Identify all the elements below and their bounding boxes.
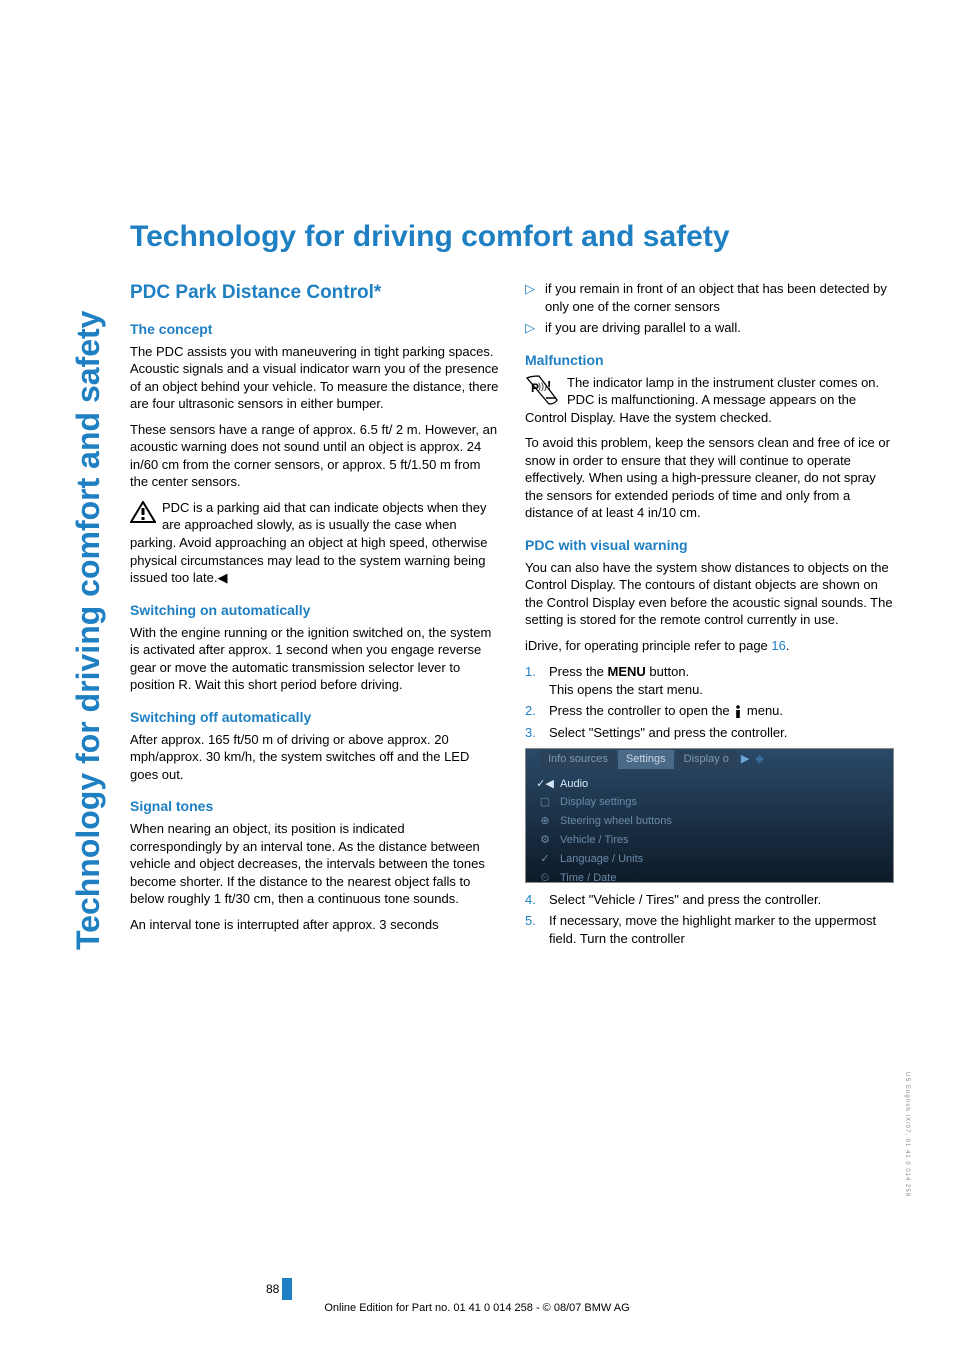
subheading-concept: The concept bbox=[130, 320, 499, 339]
step-item: 2. Press the controller to open the menu… bbox=[525, 702, 894, 720]
left-column: PDC Park Distance Control* The concept T… bbox=[130, 280, 499, 951]
body-text: With the engine running or the ignition … bbox=[130, 624, 499, 694]
step-text: Press the controller to open the menu. bbox=[549, 702, 783, 720]
body-text: After approx. 165 ft/50 m of driving or … bbox=[130, 731, 499, 784]
step-text: Select "Settings" and press the controll… bbox=[549, 724, 787, 742]
menu-row: ▢Display settings bbox=[536, 793, 893, 812]
menu-row: ⊕Steering wheel buttons bbox=[536, 812, 893, 831]
end-mark-icon: ◀ bbox=[217, 570, 227, 585]
body-text: When nearing an object, its position is … bbox=[130, 820, 499, 908]
step-number: 4. bbox=[525, 891, 539, 909]
audio-icon: ✓◀ bbox=[536, 777, 554, 792]
tab-settings: Settings bbox=[618, 750, 674, 769]
subheading-switch-on: Switching on automatically bbox=[130, 601, 499, 620]
step-item: 4. Select "Vehicle / Tires" and press th… bbox=[525, 891, 894, 909]
menu-row: ⏲Time / Date bbox=[536, 869, 893, 888]
page-number: 88 bbox=[266, 1282, 279, 1296]
language-icon: ✓ bbox=[536, 852, 554, 867]
body-text: The PDC assists you with maneuvering in … bbox=[130, 343, 499, 413]
screenshot-tabs: Info sources Settings Display o ▶ ◆ bbox=[526, 749, 893, 771]
step-number: 2. bbox=[525, 702, 539, 720]
subheading-signal-tones: Signal tones bbox=[130, 797, 499, 816]
tab-info-sources: Info sources bbox=[540, 750, 616, 769]
step-number: 3. bbox=[525, 724, 539, 742]
footer-text: Online Edition for Part no. 01 41 0 014 … bbox=[0, 1302, 954, 1314]
tab-scroll-icon: ◆ bbox=[753, 752, 765, 767]
caution-icon bbox=[130, 501, 156, 523]
pdc-warning-icon: P ))) ! bbox=[525, 374, 561, 406]
right-column: ▷ if you remain in front of an object th… bbox=[525, 280, 894, 951]
display-icon: ▢ bbox=[536, 795, 554, 810]
caution-block: PDC is a parking aid that can indicate o… bbox=[130, 499, 499, 587]
side-print-code: US English IX/07, 01 41 0 014 258 bbox=[904, 1072, 910, 1197]
menu-row: ✓Language / Units bbox=[536, 850, 893, 869]
body-text: To avoid this problem, keep the sensors … bbox=[525, 434, 894, 522]
menu-row: ⚙Vehicle / Tires bbox=[536, 831, 893, 850]
body-text: iDrive, for operating principle refer to… bbox=[525, 637, 894, 655]
subheading-switch-off: Switching off automatically bbox=[130, 708, 499, 727]
page-number-bar bbox=[282, 1278, 292, 1300]
step-number: 1. bbox=[525, 663, 539, 699]
body-text: An interval tone is interrupted after ap… bbox=[130, 916, 499, 934]
info-icon bbox=[733, 705, 743, 719]
body-text: P ))) ! The indicator lamp in the instru… bbox=[525, 374, 894, 427]
step-text: Select "Vehicle / Tires" and press the c… bbox=[549, 891, 821, 909]
bullet-text: if you remain in front of an object that… bbox=[545, 280, 894, 315]
menu-row: ✓◀Audio bbox=[536, 775, 893, 794]
side-section-label: Technology for driving comfort and safet… bbox=[70, 311, 107, 950]
steering-icon: ⊕ bbox=[536, 814, 554, 829]
page-link[interactable]: 16 bbox=[771, 638, 785, 653]
malfunction-text: The indicator lamp in the instrument clu… bbox=[525, 375, 879, 425]
idrive-screenshot: Info sources Settings Display o ▶ ◆ ✓◀Au… bbox=[525, 748, 894, 883]
body-text: You can also have the system show distan… bbox=[525, 559, 894, 629]
section-heading-pdc: PDC Park Distance Control* bbox=[130, 280, 499, 306]
screenshot-menu: ✓◀Audio ▢Display settings ⊕Steering whee… bbox=[526, 771, 893, 888]
vehicle-icon: ⚙ bbox=[536, 833, 554, 848]
bullet-item: ▷ if you remain in front of an object th… bbox=[525, 280, 894, 315]
step-item: 5. If necessary, move the highlight mark… bbox=[525, 912, 894, 947]
bullet-item: ▷ if you are driving parallel to a wall. bbox=[525, 319, 894, 337]
chapter-title: Technology for driving comfort and safet… bbox=[130, 220, 894, 254]
step-item: 3. Select "Settings" and press the contr… bbox=[525, 724, 894, 742]
body-text: These sensors have a range of approx. 6.… bbox=[130, 421, 499, 491]
bullet-text: if you are driving parallel to a wall. bbox=[545, 319, 741, 337]
svg-text:))): ))) bbox=[538, 381, 547, 391]
subheading-malfunction: Malfunction bbox=[525, 351, 894, 370]
step-number: 5. bbox=[525, 912, 539, 947]
caution-text: PDC is a parking aid that can indicate o… bbox=[130, 500, 488, 585]
step-item: 1. Press the MENU button. This opens the… bbox=[525, 663, 894, 699]
subheading-visual-warning: PDC with visual warning bbox=[525, 536, 894, 555]
clock-icon: ⏲ bbox=[536, 871, 554, 886]
svg-text:!: ! bbox=[547, 378, 551, 393]
triangle-bullet-icon: ▷ bbox=[525, 280, 537, 315]
content-columns: PDC Park Distance Control* The concept T… bbox=[130, 280, 894, 951]
tab-display: Display o bbox=[676, 750, 737, 769]
menu-button-icon: MENU bbox=[608, 663, 646, 681]
triangle-bullet-icon: ▷ bbox=[525, 319, 537, 337]
step-text: If necessary, move the highlight marker … bbox=[549, 912, 894, 947]
step-text: Press the MENU button. This opens the st… bbox=[549, 663, 703, 699]
tab-scroll-icon: ▶ bbox=[739, 752, 751, 767]
